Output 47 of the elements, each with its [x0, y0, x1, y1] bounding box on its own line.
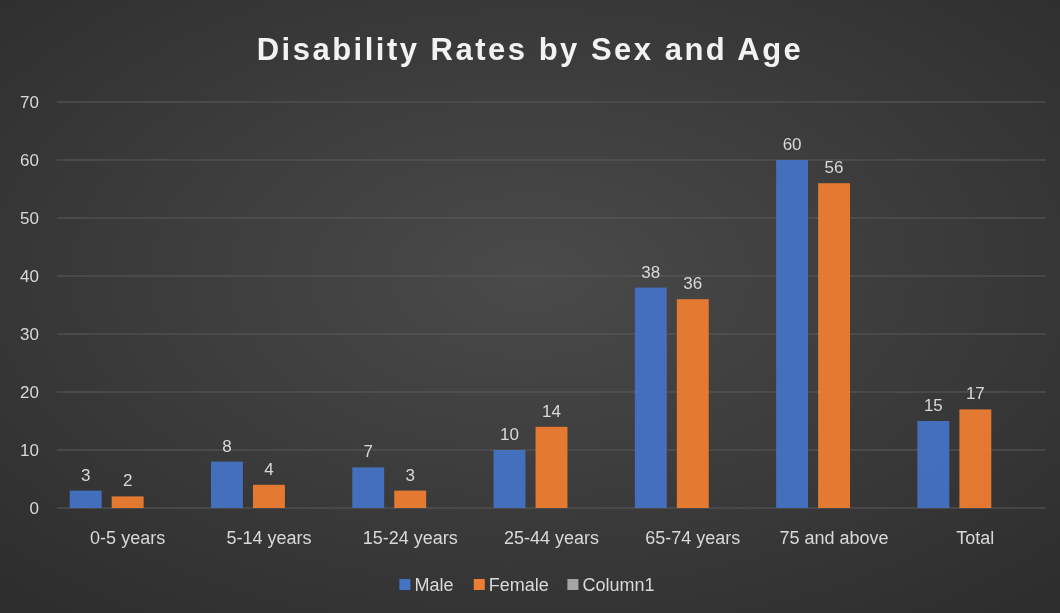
bar	[211, 461, 243, 508]
data-label: 56	[824, 158, 844, 178]
bar	[959, 409, 992, 508]
data-label: 38	[641, 262, 661, 282]
x-tick-label: Total	[956, 528, 995, 548]
x-tick-label: 15-24 years	[362, 528, 458, 548]
y-tick-label: 10	[20, 440, 39, 460]
y-tick-label: 0	[29, 498, 39, 518]
data-label: 4	[264, 459, 274, 479]
bar	[69, 490, 102, 508]
y-tick-label: 50	[20, 208, 39, 228]
data-label: 14	[542, 401, 561, 421]
data-label: 3	[80, 465, 91, 485]
x-tick-label: 75 and above	[779, 528, 889, 548]
bar	[818, 183, 851, 508]
data-label: 7	[363, 442, 373, 462]
bar	[776, 160, 809, 508]
data-label: 10	[500, 425, 519, 444]
legend-label: Male	[414, 575, 454, 596]
x-tick-label: 0-5 years	[90, 528, 166, 548]
data-label: 36	[683, 274, 703, 294]
bar	[676, 299, 709, 508]
legend-label: Column1	[582, 575, 655, 596]
x-tick-label: 65-74 years	[645, 528, 741, 548]
data-label: 8	[222, 436, 232, 456]
data-label: 60	[782, 135, 802, 154]
bar	[394, 490, 427, 508]
x-tick-label: 5-14 years	[226, 528, 312, 548]
bar	[111, 496, 144, 508]
legend-label: Female	[488, 575, 549, 596]
x-tick-label: 25-44 years	[503, 528, 600, 548]
bar	[493, 450, 526, 508]
y-tick-label: 40	[20, 266, 39, 286]
bar	[535, 426, 568, 508]
chart-title: Disability Rates by Sex and Age	[256, 32, 804, 67]
bar	[252, 484, 285, 508]
bar	[634, 287, 667, 508]
y-tick-label: 60	[20, 150, 39, 170]
y-tick-label: 20	[20, 382, 39, 402]
y-tick-label: 70	[20, 92, 39, 112]
data-label: 2	[122, 471, 133, 491]
bar	[352, 467, 385, 508]
data-label: 17	[965, 384, 985, 404]
data-label: 15	[923, 396, 943, 415]
bar	[917, 421, 950, 508]
data-label: 3	[405, 465, 415, 485]
y-tick-label: 30	[20, 324, 39, 344]
